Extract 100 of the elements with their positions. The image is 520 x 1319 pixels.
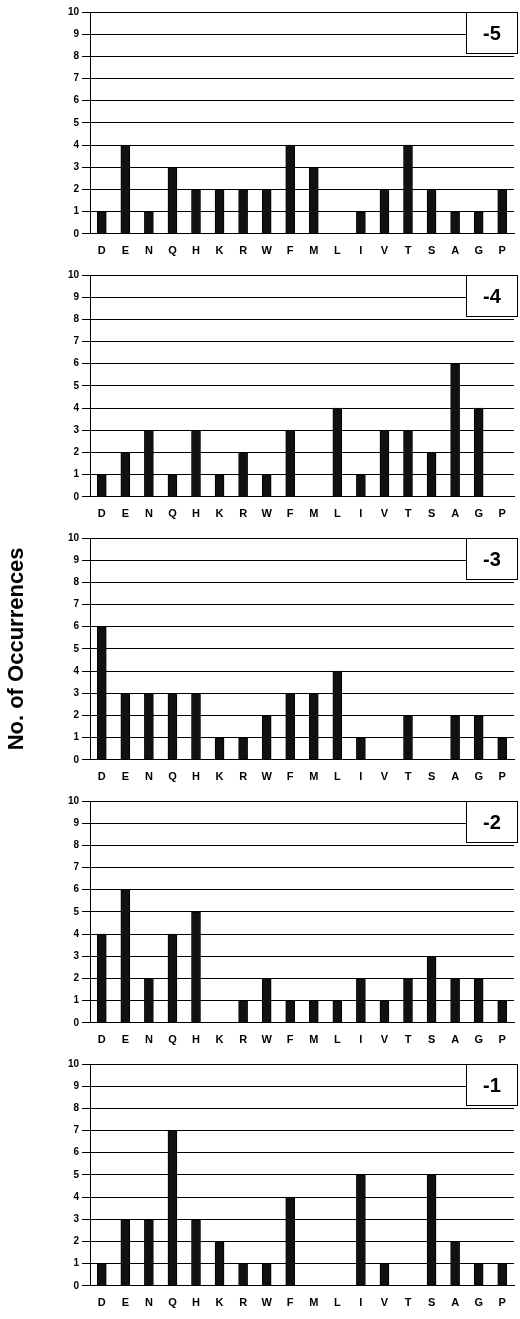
x-tick-label: Q bbox=[168, 1296, 178, 1309]
y-tick-label: 9 bbox=[73, 27, 80, 39]
y-tick-label: 9 bbox=[73, 553, 80, 565]
y-tick-label: 3 bbox=[73, 424, 80, 436]
x-tick-label: T bbox=[404, 770, 412, 783]
x-tick-label: V bbox=[380, 1033, 389, 1046]
y-tick-label: 9 bbox=[73, 290, 80, 302]
x-tick-label: V bbox=[380, 770, 389, 783]
y-tick-label: 10 bbox=[67, 531, 80, 543]
x-tick-label: E bbox=[121, 770, 130, 783]
x-tick-label: K bbox=[215, 507, 224, 520]
y-tick-label: 8 bbox=[73, 1102, 80, 1114]
y-tick-label: 2 bbox=[73, 446, 80, 458]
y-tick-label: 6 bbox=[73, 620, 80, 632]
x-tick-label: K bbox=[215, 770, 224, 783]
x-tick-label: R bbox=[239, 507, 248, 520]
y-tick-label: 1 bbox=[73, 731, 80, 743]
x-tick-label: W bbox=[261, 507, 273, 520]
x-tick-label: R bbox=[239, 770, 248, 783]
text: -5 bbox=[466, 12, 518, 54]
y-tick-label: 8 bbox=[73, 576, 80, 588]
x-tick-label: S bbox=[427, 507, 436, 520]
x-tick-label: K bbox=[215, 1296, 224, 1309]
x-tick-label: P bbox=[498, 1033, 506, 1046]
y-tick-label: 7 bbox=[73, 1124, 80, 1136]
x-tick-label: I bbox=[359, 770, 363, 783]
y-tick-label: 9 bbox=[73, 1079, 80, 1091]
y-tick-label: 10 bbox=[67, 794, 80, 806]
y-tick-label: 6 bbox=[73, 357, 80, 369]
y-tick-label: 1 bbox=[73, 1257, 80, 1269]
x-tick-label: W bbox=[261, 770, 273, 783]
x-tick-label: F bbox=[286, 1296, 294, 1309]
x-tick-label: V bbox=[380, 507, 389, 520]
x-tick-label: G bbox=[474, 244, 483, 257]
x-tick-label: D bbox=[97, 507, 106, 520]
y-tick-label: 4 bbox=[73, 1190, 80, 1202]
x-tick-label: W bbox=[261, 1296, 273, 1309]
y-tick-label: 3 bbox=[73, 950, 80, 962]
x-tick-label: F bbox=[286, 1033, 294, 1046]
y-tick-label: 1 bbox=[73, 468, 80, 480]
x-tick-label: T bbox=[404, 244, 412, 257]
x-tick-label: I bbox=[359, 507, 363, 520]
x-tick-label: M bbox=[309, 244, 319, 257]
x-tick-label: V bbox=[380, 1296, 389, 1309]
x-tick-label: A bbox=[451, 1296, 460, 1309]
text: -2 bbox=[466, 801, 518, 843]
x-tick-label: G bbox=[474, 507, 483, 520]
x-tick-label: A bbox=[451, 770, 460, 783]
y-tick-label: 10 bbox=[67, 5, 80, 17]
x-tick-label: I bbox=[359, 1296, 363, 1309]
y-tick-label: 0 bbox=[73, 227, 80, 239]
x-tick-label: Q bbox=[168, 1033, 178, 1046]
x-tick-label: P bbox=[498, 1296, 506, 1309]
text: -4 bbox=[466, 275, 518, 317]
x-tick-label: H bbox=[192, 1296, 201, 1309]
x-tick-label: T bbox=[404, 507, 412, 520]
x-tick-label: P bbox=[498, 507, 506, 520]
x-tick-label: A bbox=[451, 1033, 460, 1046]
y-tick-label: 5 bbox=[73, 905, 80, 917]
y-tick-label: 5 bbox=[73, 379, 80, 391]
y-tick-label: 8 bbox=[73, 839, 80, 851]
x-tick-label: H bbox=[192, 1033, 201, 1046]
x-tick-label: F bbox=[286, 507, 294, 520]
y-tick-label: 5 bbox=[73, 116, 80, 128]
x-tick-label: E bbox=[121, 244, 130, 257]
y-tick-label: 1 bbox=[73, 994, 80, 1006]
x-tick-label: E bbox=[121, 1296, 130, 1309]
y-tick-label: 7 bbox=[73, 861, 80, 873]
y-tick-label: 10 bbox=[67, 1057, 80, 1069]
y-tick-label: 3 bbox=[73, 687, 80, 699]
y-tick-label: 6 bbox=[73, 883, 80, 895]
x-tick-label: N bbox=[144, 1296, 153, 1309]
x-tick-label: T bbox=[404, 1296, 412, 1309]
x-tick-label: I bbox=[359, 244, 363, 257]
x-tick-label: N bbox=[144, 770, 153, 783]
x-tick-label: Q bbox=[168, 507, 178, 520]
y-tick-label: 6 bbox=[73, 94, 80, 106]
x-tick-label: H bbox=[192, 244, 201, 257]
y-tick-label: 0 bbox=[73, 753, 80, 765]
x-tick-label: V bbox=[380, 244, 389, 257]
x-tick-label: R bbox=[239, 1296, 248, 1309]
y-tick-label: 8 bbox=[73, 313, 80, 325]
x-tick-label: M bbox=[309, 1296, 319, 1309]
y-tick-label: 2 bbox=[73, 709, 80, 721]
y-tick-label: 4 bbox=[73, 138, 80, 150]
x-tick-label: E bbox=[121, 1033, 130, 1046]
y-tick-label: 0 bbox=[73, 1016, 80, 1028]
x-tick-label: A bbox=[451, 507, 460, 520]
x-tick-label: P bbox=[498, 244, 506, 257]
x-tick-label: F bbox=[286, 244, 294, 257]
x-tick-label: M bbox=[309, 770, 319, 783]
x-tick-label: L bbox=[333, 507, 341, 520]
x-tick-label: N bbox=[144, 1033, 153, 1046]
x-tick-label: S bbox=[427, 1033, 436, 1046]
x-tick-label: E bbox=[121, 507, 130, 520]
y-tick-label: 0 bbox=[73, 1279, 80, 1291]
y-tick-label: 8 bbox=[73, 50, 80, 62]
x-tick-label: L bbox=[333, 1033, 341, 1046]
x-tick-label: L bbox=[333, 244, 341, 257]
x-tick-label: T bbox=[404, 1033, 412, 1046]
